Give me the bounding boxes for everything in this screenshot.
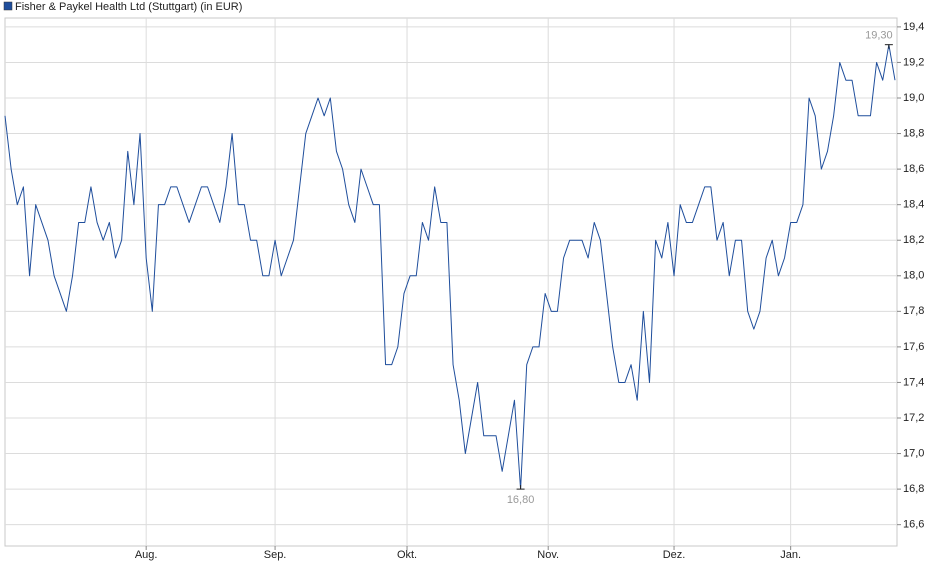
y-tick-label: 16,6 [903, 519, 924, 531]
y-tick-label: 19,0 [903, 92, 924, 104]
y-tick-label: 17,6 [903, 341, 924, 353]
x-tick-label: Aug. [135, 549, 158, 561]
y-tick-label: 18,2 [903, 234, 924, 246]
x-tick-label: Nov. [537, 549, 559, 561]
plot-area [4, 17, 898, 547]
x-tick-label: Sep. [264, 549, 287, 561]
x-tick-label: Jan. [780, 549, 801, 561]
y-tick-label: 16,8 [903, 483, 924, 495]
extreme-label: 16,80 [507, 494, 535, 506]
x-tick-label: Dez. [663, 549, 686, 561]
y-tick-label: 18,0 [903, 270, 924, 282]
y-tick-label: 18,8 [903, 127, 924, 139]
y-tick-label: 17,4 [903, 376, 924, 388]
y-tick-label: 18,6 [903, 163, 924, 175]
y-tick-label: 19,4 [903, 21, 924, 33]
price-line [4, 44, 896, 490]
y-tick-label: 17,0 [903, 447, 924, 459]
legend-swatch [3, 1, 13, 11]
y-tick-label: 18,4 [903, 199, 924, 211]
y-tick-label: 17,2 [903, 412, 924, 424]
x-tick-label: Okt. [397, 549, 417, 561]
legend-label: Fisher & Paykel Health Ltd (Stuttgart) (… [15, 1, 242, 13]
y-tick-label: 19,2 [903, 56, 924, 68]
extreme-label: 19,30 [865, 30, 893, 42]
y-tick-label: 17,8 [903, 305, 924, 317]
